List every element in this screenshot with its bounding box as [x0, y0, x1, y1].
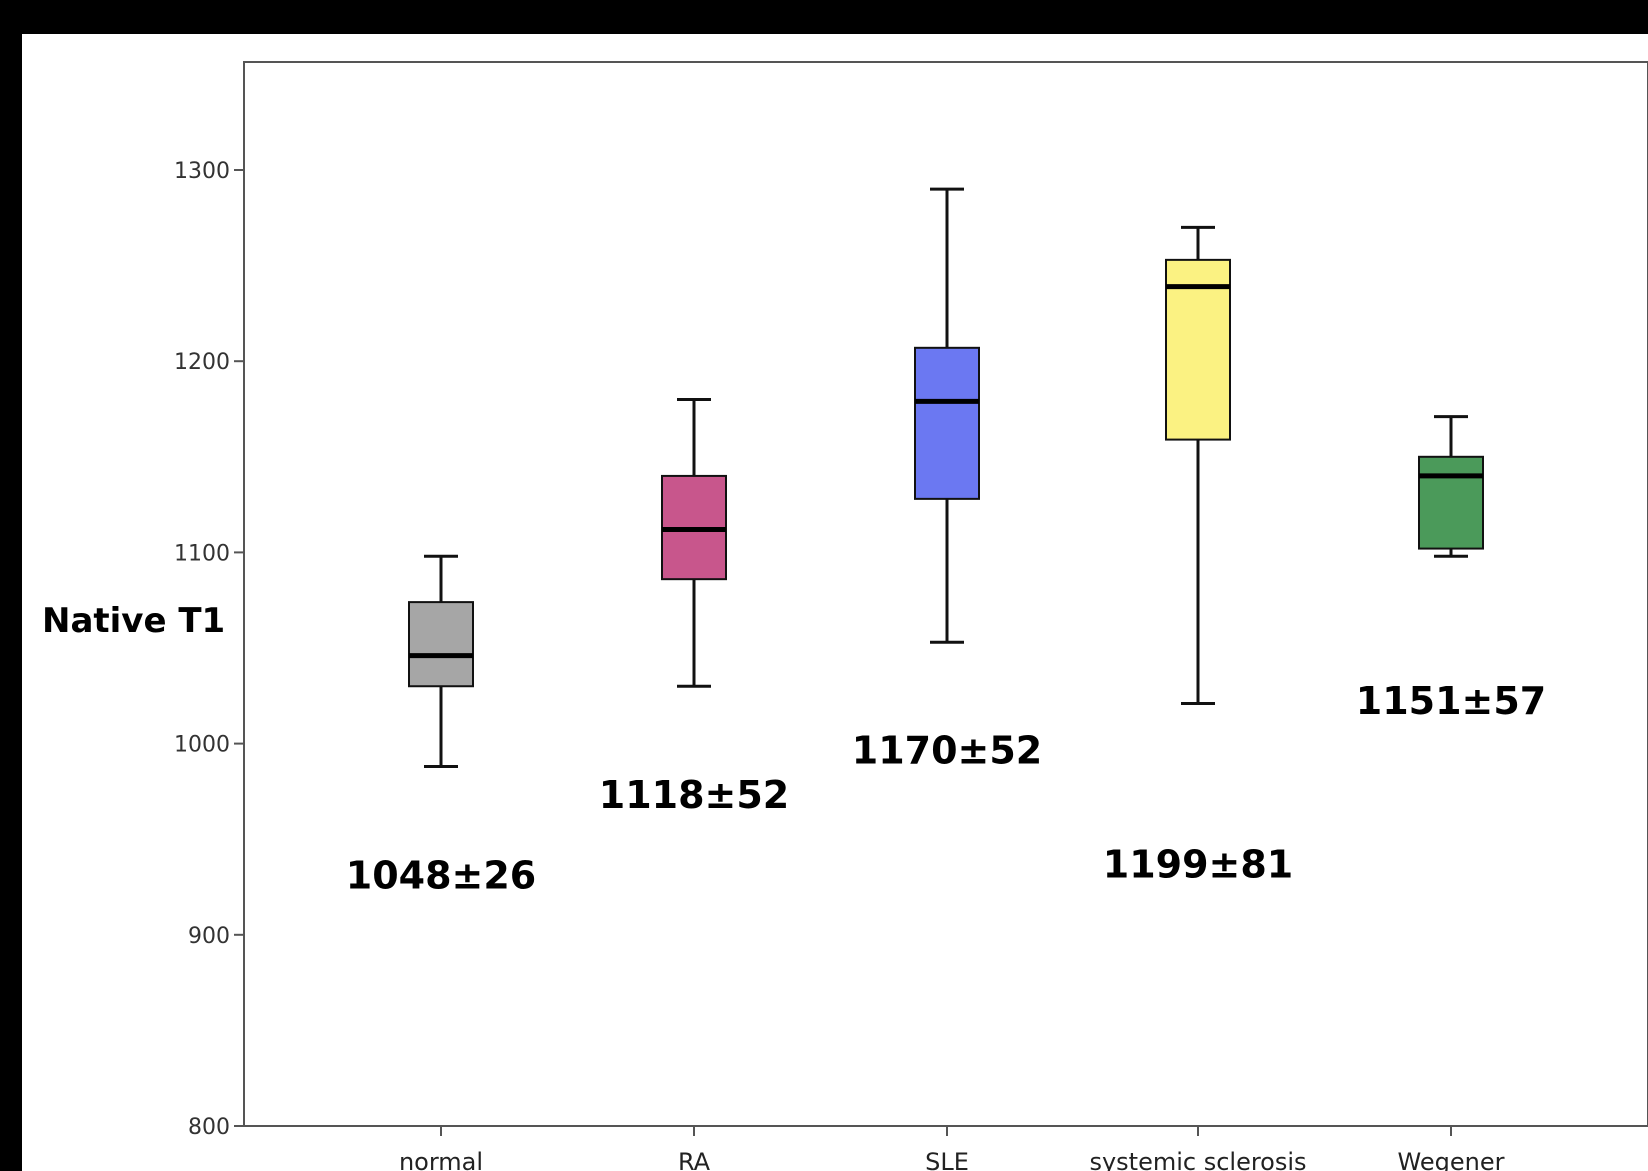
- x-tick-label: SLE: [925, 1148, 969, 1171]
- box-body: [408, 601, 474, 688]
- y-tick-label: 1100: [174, 541, 230, 566]
- y-tick-label: 800: [188, 1115, 230, 1140]
- y-tick-label: 900: [188, 924, 230, 949]
- box-body: [1418, 455, 1484, 550]
- y-axis: 800 900 1000 1100 1200 1300: [174, 159, 244, 1140]
- stat-annotation: 1048±26: [346, 854, 536, 898]
- stat-annotations: 1048±26 1118±52 1170±52 1199±81 1151±57: [346, 679, 1546, 897]
- box-body: [1165, 258, 1231, 441]
- x-tick-label: RA: [678, 1148, 711, 1171]
- x-tick-label: normal: [399, 1148, 483, 1171]
- y-axis-title: Native T1: [42, 601, 225, 641]
- box-wegener: [1418, 415, 1484, 558]
- stat-annotation: 1199±81: [1103, 842, 1293, 886]
- x-tick-label: Wegener: [1398, 1148, 1505, 1171]
- x-axis: normal RA SLE systemic sclerosis Wegener: [399, 1126, 1505, 1171]
- box-ra: [661, 397, 727, 688]
- box-normal: [408, 554, 474, 769]
- box-sle: [914, 187, 980, 644]
- y-tick-label: 1200: [174, 350, 230, 375]
- y-tick-label: 1000: [174, 733, 230, 758]
- box-series: [408, 187, 1484, 769]
- stat-annotation: 1118±52: [599, 773, 789, 817]
- stat-annotation: 1151±57: [1356, 679, 1546, 723]
- y-tick-label: 1300: [174, 159, 230, 184]
- x-tick-label: systemic sclerosis: [1089, 1148, 1306, 1171]
- box-body: [914, 346, 980, 500]
- box-systemic-sclerosis: [1165, 225, 1231, 705]
- stat-annotation: 1170±52: [852, 728, 1042, 772]
